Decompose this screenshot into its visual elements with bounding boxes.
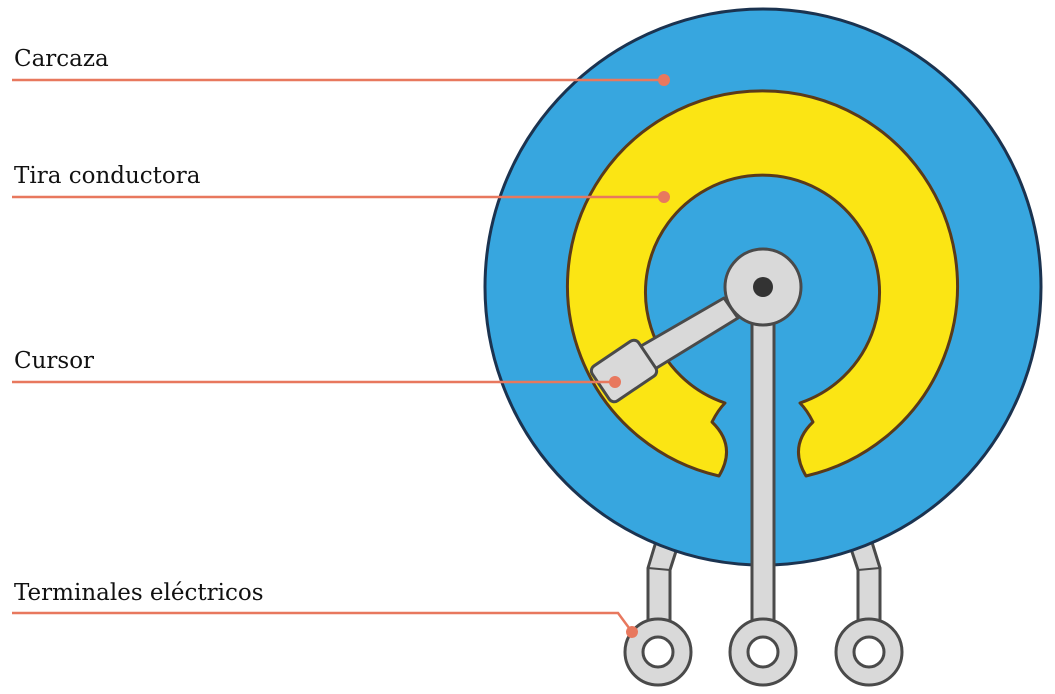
label-housing: Carcaza bbox=[14, 46, 109, 72]
left-terminal-hole bbox=[641, 635, 675, 669]
leader-dot-strip bbox=[658, 191, 670, 203]
leader-terminals bbox=[12, 611, 634, 633]
wiper-contact bbox=[589, 338, 659, 404]
leg-bends bbox=[647, 567, 881, 571]
leader-dot-terminals bbox=[626, 626, 638, 638]
label-wiper: Cursor bbox=[14, 348, 95, 374]
label-conductive-strip: Tira conductora bbox=[14, 163, 201, 189]
leader-dots bbox=[609, 74, 670, 638]
right-terminal-hole bbox=[852, 635, 886, 669]
pivot-dot bbox=[753, 277, 773, 297]
leader-dot-wiper bbox=[609, 376, 621, 388]
label-terminals: Terminales eléctricos bbox=[14, 580, 264, 606]
conductive-strip bbox=[566, 89, 959, 478]
middle-terminal-hole bbox=[746, 635, 780, 669]
terminal-eyelets bbox=[623, 617, 904, 687]
middle-terminal-stem bbox=[750, 298, 776, 628]
leader-dot-housing bbox=[658, 74, 670, 86]
leader-lines bbox=[12, 78, 664, 633]
